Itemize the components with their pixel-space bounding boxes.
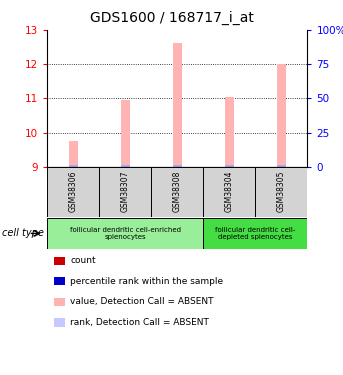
Text: follicular dendritic cell-enriched
splenocytes: follicular dendritic cell-enriched splen… (70, 227, 181, 240)
Bar (69, 141, 78, 167)
Bar (99, 167, 151, 218)
Bar (173, 165, 182, 167)
Bar (121, 165, 130, 167)
Bar (173, 43, 182, 167)
Text: cell type: cell type (2, 228, 44, 238)
Text: GSM38307: GSM38307 (121, 170, 130, 212)
Bar (277, 165, 286, 167)
Text: GDS1600 / 168717_i_at: GDS1600 / 168717_i_at (90, 10, 253, 25)
Text: follicular dendritic cell-
depleted splenocytes: follicular dendritic cell- depleted sple… (215, 227, 296, 240)
Bar (277, 64, 286, 167)
Text: GSM38308: GSM38308 (173, 171, 182, 212)
Bar (225, 165, 234, 167)
Bar (151, 167, 203, 218)
Bar (225, 97, 234, 167)
Text: GSM38306: GSM38306 (69, 170, 78, 212)
Text: count: count (70, 256, 96, 265)
Text: GSM38304: GSM38304 (225, 170, 234, 212)
Text: percentile rank within the sample: percentile rank within the sample (70, 277, 223, 286)
Bar (203, 167, 255, 218)
Text: GSM38305: GSM38305 (277, 170, 286, 212)
Bar (255, 167, 307, 218)
Text: rank, Detection Call = ABSENT: rank, Detection Call = ABSENT (70, 318, 209, 327)
Text: value, Detection Call = ABSENT: value, Detection Call = ABSENT (70, 297, 214, 306)
Bar (121, 100, 130, 167)
Bar (203, 217, 307, 249)
Bar (47, 167, 99, 218)
Bar (69, 165, 78, 167)
Bar (47, 217, 203, 249)
